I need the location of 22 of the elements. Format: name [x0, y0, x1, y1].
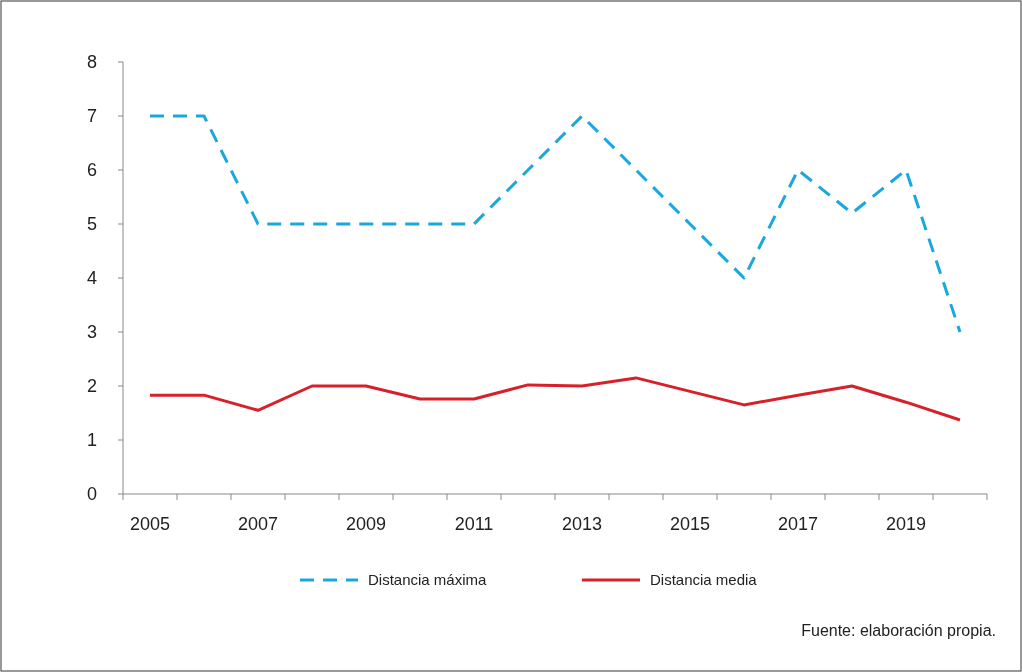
x-tick-label: 2015 [669, 514, 711, 534]
legend-label: Distancia media [650, 571, 758, 589]
y-tick-label: 8 [86, 52, 97, 73]
y-tick-label: 1 [86, 430, 97, 451]
y-tick-label: 6 [86, 160, 97, 181]
source-note: Fuente: elaboración propia. [801, 622, 996, 639]
line-series [148, 376, 962, 422]
line-series [148, 114, 962, 334]
y-tick-label: 7 [86, 106, 97, 127]
y-tick-label: 3 [86, 322, 97, 343]
y-tick-label: 4 [86, 268, 97, 289]
x-tick-label: 2007 [237, 514, 279, 534]
x-tick-label: 2019 [885, 514, 927, 534]
x-tick-label: 2013 [561, 514, 603, 534]
y-tick-label: 5 [86, 214, 97, 235]
x-tick-label: 2011 [454, 514, 494, 534]
x-tick-label: 2005 [129, 514, 171, 534]
legend-label: Distancia máxima [368, 571, 488, 589]
y-tick-label: 0 [86, 484, 97, 505]
x-tick-label: 2009 [345, 514, 387, 534]
y-tick-label: 2 [86, 376, 97, 397]
x-tick-label: 2017 [777, 514, 819, 534]
